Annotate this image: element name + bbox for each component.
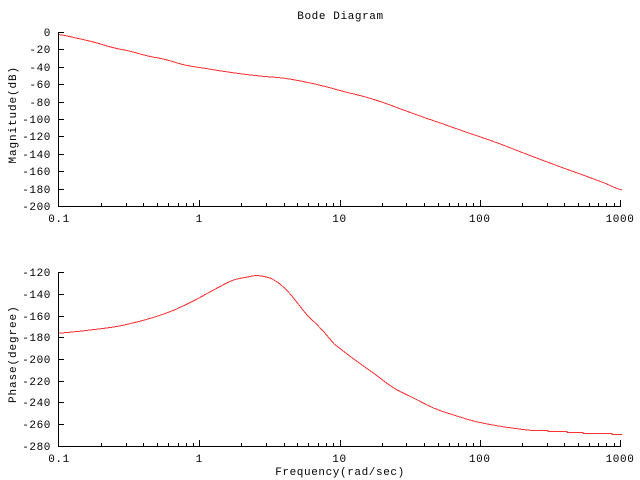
svg-text:Magnitude(dB): Magnitude(dB) xyxy=(8,66,20,164)
svg-text:-40: -40 xyxy=(29,63,51,75)
svg-text:1: 1 xyxy=(196,454,203,466)
svg-text:-120: -120 xyxy=(22,132,51,144)
svg-text:-180: -180 xyxy=(22,333,51,345)
svg-text:Bode Diagram: Bode Diagram xyxy=(297,11,383,23)
svg-text:-160: -160 xyxy=(22,167,51,179)
svg-text:-220: -220 xyxy=(22,377,51,389)
svg-text:-180: -180 xyxy=(22,185,51,197)
svg-text:-60: -60 xyxy=(29,80,51,92)
svg-text:1000: 1000 xyxy=(606,214,635,226)
svg-text:-260: -260 xyxy=(22,420,51,432)
svg-text:-280: -280 xyxy=(22,442,51,454)
svg-text:Frequency(rad/sec): Frequency(rad/sec) xyxy=(275,467,405,479)
svg-text:0.1: 0.1 xyxy=(48,214,70,226)
svg-text:100: 100 xyxy=(469,454,491,466)
svg-text:-240: -240 xyxy=(22,398,51,410)
svg-text:10: 10 xyxy=(332,454,346,466)
svg-text:Phase(degree): Phase(degree) xyxy=(8,305,20,403)
svg-text:-140: -140 xyxy=(22,290,51,302)
svg-text:-160: -160 xyxy=(22,312,51,324)
svg-text:0: 0 xyxy=(44,28,51,40)
svg-text:-120: -120 xyxy=(22,268,51,280)
svg-text:10: 10 xyxy=(332,214,346,226)
svg-text:-200: -200 xyxy=(22,355,51,367)
svg-text:100: 100 xyxy=(469,214,491,226)
svg-text:1000: 1000 xyxy=(606,454,635,466)
svg-text:1: 1 xyxy=(196,214,203,226)
svg-text:-200: -200 xyxy=(22,202,51,214)
svg-text:-20: -20 xyxy=(29,45,51,57)
svg-text:0.1: 0.1 xyxy=(48,454,70,466)
svg-text:-140: -140 xyxy=(22,150,51,162)
svg-text:-100: -100 xyxy=(22,115,51,127)
svg-text:-80: -80 xyxy=(29,98,51,110)
